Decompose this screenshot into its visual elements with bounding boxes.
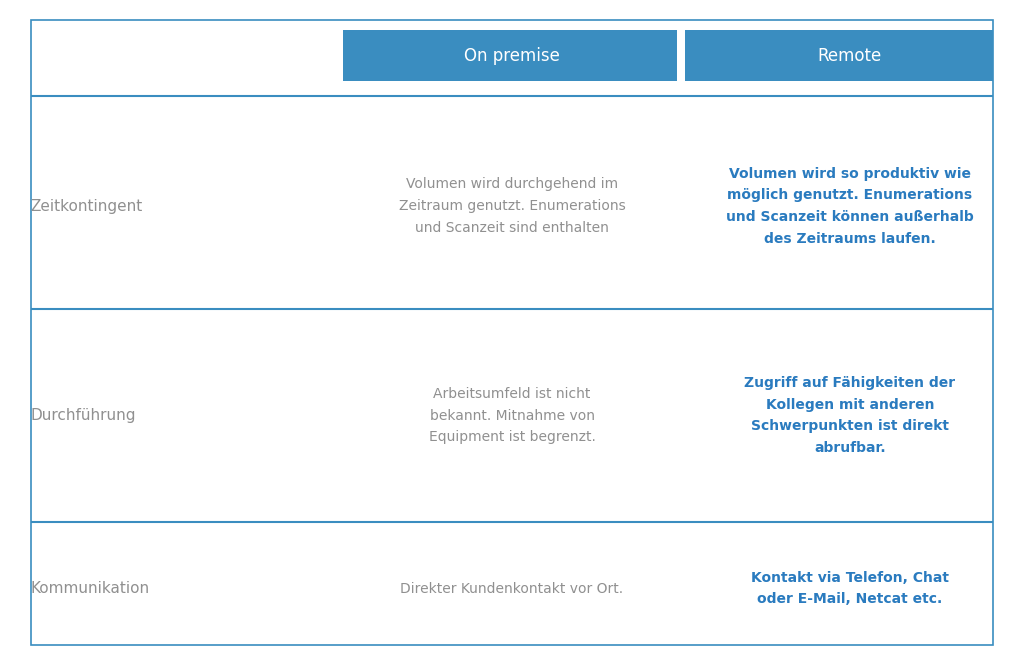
FancyBboxPatch shape bbox=[343, 30, 677, 81]
Text: Durchführung: Durchführung bbox=[31, 408, 136, 423]
Text: Volumen wird durchgehend im
Zeitraum genutzt. Enumerations
und Scanzeit sind ent: Volumen wird durchgehend im Zeitraum gen… bbox=[398, 178, 626, 235]
Text: Direkter Kundenkontakt vor Ort.: Direkter Kundenkontakt vor Ort. bbox=[400, 581, 624, 596]
Text: On premise: On premise bbox=[464, 47, 560, 65]
Text: Arbeitsumfeld ist nicht
bekannt. Mitnahme von
Equipment ist begrenzt.: Arbeitsumfeld ist nicht bekannt. Mitnahm… bbox=[429, 387, 595, 444]
Text: Zeitkontingent: Zeitkontingent bbox=[31, 199, 143, 213]
FancyBboxPatch shape bbox=[685, 30, 993, 81]
Text: Zugriff auf Fähigkeiten der
Kollegen mit anderen
Schwerpunkten ist direkt
abrufb: Zugriff auf Fähigkeiten der Kollegen mit… bbox=[744, 376, 955, 455]
Text: Kommunikation: Kommunikation bbox=[31, 581, 150, 596]
Text: Remote: Remote bbox=[818, 47, 882, 65]
Text: Volumen wird so produktiv wie
möglich genutzt. Enumerations
und Scanzeit können : Volumen wird so produktiv wie möglich ge… bbox=[726, 167, 974, 245]
Text: Kontakt via Telefon, Chat
oder E-Mail, Netcat etc.: Kontakt via Telefon, Chat oder E-Mail, N… bbox=[751, 571, 949, 606]
